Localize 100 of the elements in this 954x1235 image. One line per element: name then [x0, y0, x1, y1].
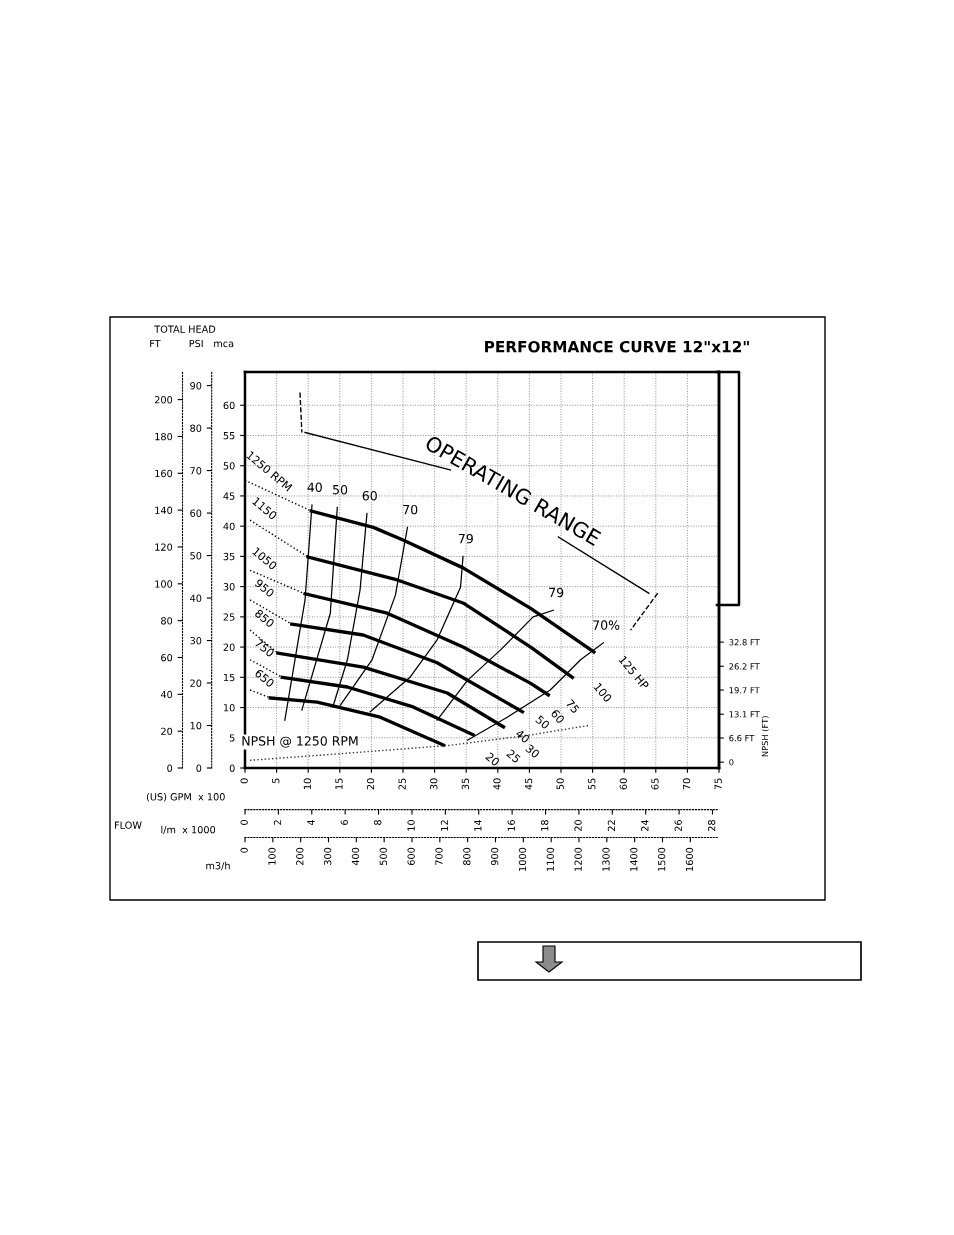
x2-tick-label: 22	[607, 820, 615, 832]
y2-tick-label: 140	[155, 506, 173, 514]
x2-tick-label: 28	[707, 820, 716, 832]
x-tick-label: 55	[588, 778, 596, 790]
y3-tick-label: 0	[196, 764, 202, 772]
x2-tick-label: 10	[407, 820, 415, 831]
y2-tick-label: 40	[160, 690, 173, 699]
chart-title: PERFORMANCE CURVE 12"x12"	[485, 340, 749, 353]
y2-tick-label: 180	[155, 432, 173, 441]
x-tick-label: 1100	[546, 847, 554, 871]
x2-axis-title: l/m x 1000	[161, 825, 216, 835]
y2-axis-title: FT	[150, 339, 161, 348]
y-tick-label: 45	[223, 492, 235, 500]
x-tick-label: 300	[323, 847, 332, 865]
annotation: NPSH @ 1250 RPM	[242, 736, 358, 748]
y-tick-label: 55	[223, 432, 235, 440]
y-tick-label: 15	[223, 673, 235, 682]
x-tick-label: 200	[296, 847, 304, 866]
annotation: 30	[525, 744, 541, 759]
x-tick-label: 900	[490, 847, 499, 866]
x2-tick-label: 4	[307, 819, 315, 826]
text: 950	[254, 578, 275, 598]
annotation: 40	[514, 728, 531, 744]
x-tick-label: 75	[714, 778, 722, 790]
series-label: 70%	[593, 620, 620, 630]
x-tick-label: 30	[430, 778, 438, 790]
x-tick-label: 700	[435, 847, 443, 865]
x2-tick-label: 14	[474, 819, 482, 831]
x2-tick-label: 24	[641, 819, 649, 832]
x-tick-label: 50	[556, 778, 564, 790]
text: FLOW	[114, 821, 142, 829]
x-tick-label: 1600	[685, 847, 694, 871]
y-tick-label: 0	[729, 759, 734, 766]
x-tick-label: 1400	[630, 847, 638, 871]
y-tick-label: 20	[223, 643, 235, 651]
x-tick-label: 60	[619, 778, 628, 790]
y-tick-label: 40	[223, 522, 235, 530]
y3-tick-label: 20	[190, 679, 202, 687]
y2-tick-label: 0	[167, 764, 173, 772]
y3-tick-label: 50	[190, 552, 202, 560]
x-tick-label: 100	[268, 847, 276, 865]
x2-tick-label: 8	[374, 820, 382, 825]
y-tick-label: 32.8 FT	[729, 639, 760, 646]
y-tick-label: 19.7 FT	[729, 687, 760, 694]
x2-tick-label: 0	[240, 820, 248, 825]
series-label: 60	[362, 490, 377, 501]
y3-tick-label: 80	[190, 424, 202, 432]
x-tick-label: 0	[240, 778, 248, 784]
x-tick-label: 45	[524, 778, 533, 790]
text: 650	[254, 668, 275, 688]
y-axis-title: mca	[214, 341, 234, 348]
y3-tick-label: 30	[190, 637, 202, 645]
y2-tick-label: 20	[161, 727, 173, 735]
series-label: 79	[549, 587, 564, 598]
y2-tick-label: 100	[155, 580, 173, 588]
y2-tick-label: 160	[155, 469, 173, 478]
x2-tick-label: 2	[273, 820, 282, 825]
y-tick-label: 60	[223, 401, 235, 410]
x-tick-label: 10	[303, 778, 312, 790]
x2-tick-label: 20	[574, 820, 582, 832]
x-tick-label: 1200	[574, 847, 582, 871]
x-tick-label: 65	[651, 778, 659, 790]
y3-tick-label: 70	[190, 467, 202, 475]
x2-tick-label: 16	[507, 820, 515, 831]
series-label: 40	[307, 482, 322, 492]
y-tick-label: 5	[229, 734, 235, 742]
x-tick-label: 500	[379, 847, 387, 865]
series-label: 79	[458, 533, 473, 544]
x-tick-label: 1300	[602, 847, 610, 871]
y2-tick-label: 200	[154, 396, 173, 404]
annotation: 75	[565, 699, 580, 714]
x-tick-label: 70	[682, 778, 691, 790]
y-tick-label: 13.1 FT	[729, 711, 760, 718]
x2-tick-label: 26	[674, 820, 682, 832]
y2-tick-label: 60	[161, 653, 173, 662]
x-axis-title: m3/h	[206, 861, 230, 871]
y3-tick-label: 90	[190, 382, 202, 390]
x-tick-label: 800	[463, 847, 471, 866]
x-tick-label: 1000	[518, 847, 527, 871]
y-tick-label: 10	[223, 704, 235, 712]
x2-tick-label: 12	[440, 820, 449, 831]
x-tick-label: 25	[398, 778, 406, 790]
x-tick-label: 600	[407, 847, 415, 866]
x-tick-label: 400	[351, 847, 360, 866]
x-tick-label: 40	[493, 778, 501, 790]
y2-tick-label: 120	[155, 543, 173, 551]
y-tick-label: 35	[223, 552, 235, 561]
y-tick-label: 0	[229, 764, 235, 772]
y2-tick-label: 80	[161, 617, 173, 625]
x-tick-label: 5	[272, 778, 280, 784]
y-tick-label: 6.6 FT	[729, 734, 755, 742]
x-tick-label: 35	[461, 778, 470, 790]
annotation: 60	[550, 708, 566, 724]
annotation: 50	[535, 715, 551, 730]
y-axis-title: NPSH (FT)	[761, 716, 770, 757]
x-tick-label: 15	[335, 778, 343, 790]
y-tick-label: 50	[223, 462, 235, 470]
x-tick-label: 1500	[657, 847, 666, 871]
series-label: 50	[333, 484, 348, 495]
x2-tick-label: 6	[340, 820, 348, 825]
